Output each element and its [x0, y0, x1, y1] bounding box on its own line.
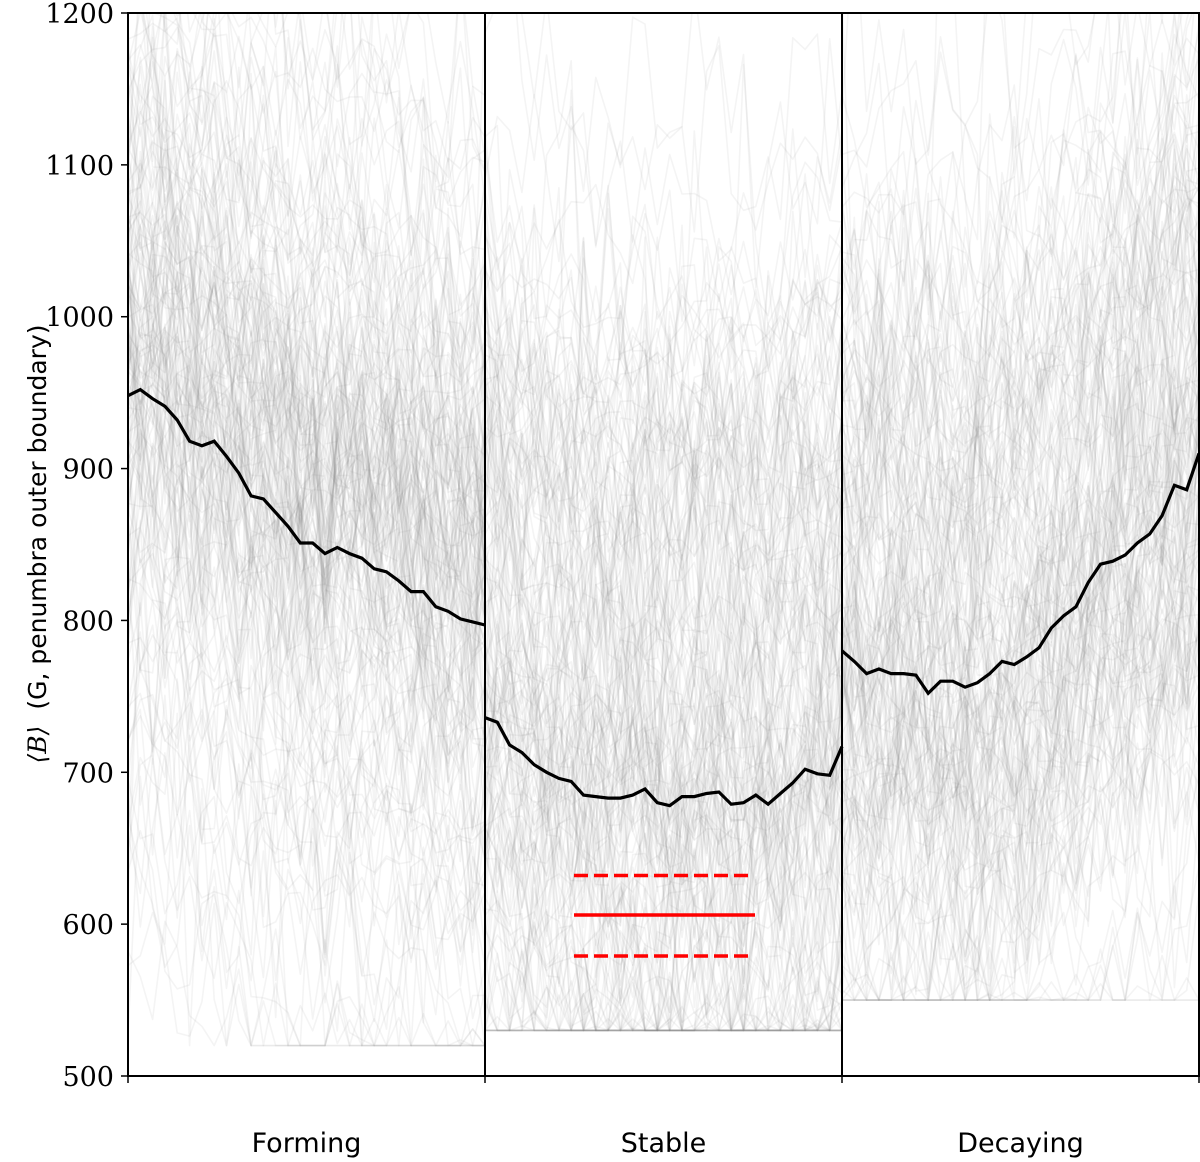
y-tick-label: 600: [62, 910, 114, 941]
category-label-decaying: Decaying: [957, 1128, 1084, 1159]
mean-line-forming: [127, 387, 486, 627]
y-tick-label: 800: [62, 606, 114, 637]
category-label-stable: Stable: [621, 1128, 707, 1159]
mean-line-stable: [484, 716, 844, 808]
y-axis-ticks: 500 600 700 800 900 1000 1100 1200: [45, 0, 128, 1093]
traces-decaying: [842, 13, 1199, 1001]
category-label-forming: Forming: [252, 1128, 362, 1159]
mean-lines: [127, 387, 1200, 808]
individual-traces: [128, 13, 1199, 1047]
y-tick-label: 1100: [45, 151, 114, 182]
y-axis-label-text: (G, penumbra outer boundary): [23, 325, 52, 710]
y-tick-label: 1200: [45, 0, 114, 30]
axes-frame: [127, 12, 1200, 1083]
y-tick-label: 1000: [45, 303, 114, 334]
y-tick-label: 900: [62, 455, 114, 486]
y-axis-label: ⟨B⟩ (G, penumbra outer boundary): [23, 325, 52, 764]
traces-stable: [485, 13, 842, 1032]
y-axis-label-symbol: ⟨B⟩: [23, 726, 52, 764]
x-axis-categories: Forming Stable Decaying: [252, 1128, 1084, 1159]
mean-line-decaying: [840, 452, 1200, 696]
reference-lines: [574, 873, 755, 958]
traces-forming: [128, 13, 485, 1047]
y-tick-label: 700: [62, 758, 114, 789]
y-tick-label: 500: [62, 1062, 114, 1093]
